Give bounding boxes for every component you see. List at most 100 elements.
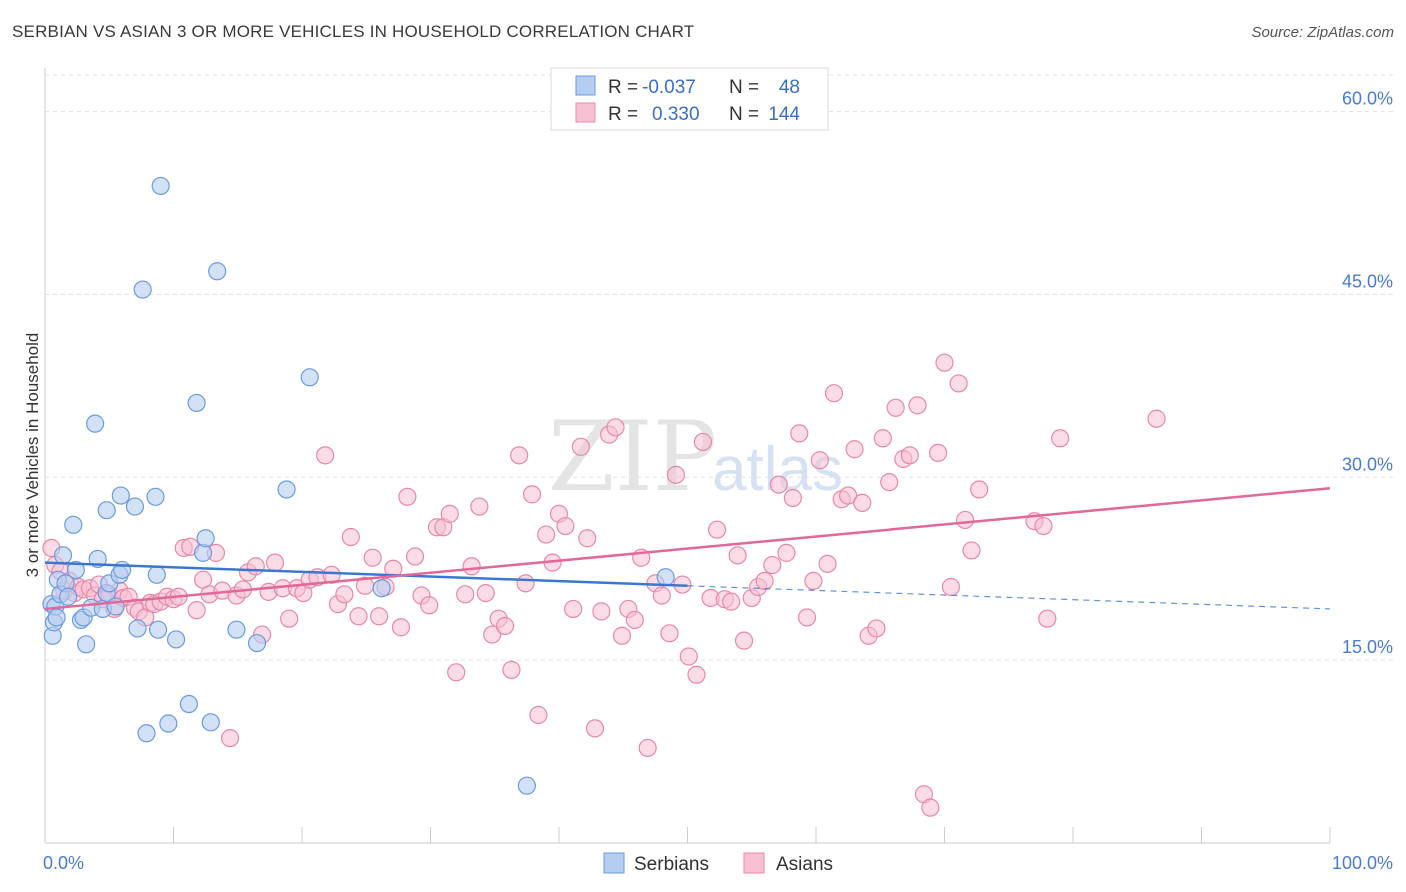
- asians-point: [606, 418, 625, 437]
- asians-point: [612, 626, 632, 645]
- asians-point: [921, 798, 940, 817]
- asians-point: [420, 596, 439, 615]
- asians-point: [880, 473, 899, 492]
- asians-point: [755, 571, 774, 591]
- serbians-point: [656, 568, 675, 587]
- asians-point: [1038, 609, 1057, 628]
- asians-point: [625, 610, 644, 630]
- serbians-point: [517, 776, 536, 795]
- source-label: Source: ZipAtlas.com: [1251, 24, 1394, 41]
- legend-n-label-asians: N =: [729, 104, 759, 125]
- legend-r-label-asians: R =: [608, 104, 638, 125]
- asians-point: [447, 663, 466, 682]
- asians-point: [335, 585, 354, 604]
- serbians-point: [86, 414, 105, 433]
- serbians-point: [47, 608, 66, 627]
- asians-point: [839, 486, 858, 505]
- serbians-point: [208, 262, 227, 281]
- asians-point: [578, 529, 597, 548]
- serbians-trend-extension: [687, 585, 1331, 610]
- legend-n-label-serbians: N =: [729, 77, 759, 98]
- y-tick-label: 45.0%: [1342, 271, 1393, 291]
- asians-point: [679, 647, 698, 666]
- serbians-point: [59, 587, 78, 606]
- asians-point: [280, 609, 299, 628]
- bottom-legend-swatch-serbians: [603, 852, 625, 874]
- asians-point: [666, 465, 686, 484]
- asians-point: [935, 353, 954, 372]
- x-tick-label-min: 0.0%: [43, 853, 84, 873]
- asians-trend-line: [44, 487, 1331, 611]
- asians-point: [349, 607, 368, 626]
- y-tick-label: 15.0%: [1342, 637, 1393, 657]
- x-tick-label-max: 100.0%: [1332, 853, 1393, 873]
- watermark: ZIP atlas: [548, 401, 843, 513]
- asians-point: [537, 525, 556, 544]
- chart-title: SERBIAN VS ASIAN 3 OR MORE VEHICLES IN H…: [12, 22, 695, 41]
- legend-r-asians: 0.330: [652, 104, 700, 125]
- asians-point: [928, 443, 948, 463]
- legend-swatch-asians: [575, 102, 596, 123]
- serbians-point: [148, 620, 168, 639]
- asians-point: [495, 616, 515, 636]
- asians-point: [370, 607, 389, 626]
- asians-point: [804, 571, 823, 591]
- asians-point: [660, 624, 679, 643]
- asians-point: [592, 602, 611, 621]
- asians-point: [440, 504, 459, 523]
- serbians-point: [300, 368, 319, 387]
- serbians-point: [159, 714, 178, 733]
- asians-point: [777, 543, 796, 562]
- asians-point: [783, 488, 802, 508]
- asians-point: [571, 437, 590, 456]
- asians-point: [316, 446, 335, 465]
- legend-r-label-serbians: R =: [608, 77, 638, 98]
- serbians-point: [146, 487, 165, 506]
- asians-point: [1051, 429, 1070, 448]
- asians-point: [873, 429, 892, 448]
- legend-n-asians: 144: [768, 104, 800, 125]
- asians-point: [867, 619, 886, 638]
- asians-point: [962, 541, 981, 560]
- asians-point: [1034, 516, 1053, 536]
- asians-point: [322, 565, 341, 584]
- legend-r-serbians: -0.037: [642, 77, 696, 98]
- asians-point: [728, 546, 747, 565]
- bottom-legend-asians: Asians: [776, 854, 833, 875]
- asians-point: [522, 485, 542, 504]
- asians-point: [853, 493, 872, 512]
- asians-point: [341, 527, 360, 547]
- serbians-point: [201, 713, 220, 732]
- asians-point: [246, 557, 265, 576]
- asians-point: [1147, 409, 1166, 428]
- asians-point: [687, 665, 706, 684]
- asians-point: [693, 432, 713, 452]
- asians-point: [734, 631, 754, 650]
- asians-point: [790, 424, 809, 443]
- asians-point: [405, 547, 425, 566]
- asians-point: [462, 557, 481, 576]
- serbians-point: [66, 560, 85, 580]
- asians-point: [470, 497, 489, 516]
- trend-lines: [44, 487, 1331, 611]
- y-tick-labels: 15.0% 30.0% 45.0% 60.0%: [1342, 89, 1393, 658]
- asians-point: [638, 738, 657, 758]
- y-tick-label: 60.0%: [1342, 89, 1393, 109]
- asians-point: [886, 398, 905, 417]
- serbians-point: [128, 619, 147, 638]
- asians-point: [502, 660, 521, 679]
- watermark-atlas: atlas: [712, 435, 843, 504]
- bottom-legend-swatch-asians: [743, 852, 765, 874]
- asians-point: [456, 585, 475, 604]
- serbians-point: [277, 480, 296, 499]
- bottom-legend: Serbians Asians: [603, 852, 833, 875]
- serbians-point: [64, 515, 83, 534]
- legend-box: [550, 67, 829, 131]
- asians-point: [824, 384, 844, 403]
- asians-point: [722, 592, 741, 611]
- serbians-point: [137, 724, 156, 743]
- axes: [44, 68, 1331, 844]
- asians-point: [398, 487, 417, 506]
- serbians-trend-line: [44, 561, 688, 588]
